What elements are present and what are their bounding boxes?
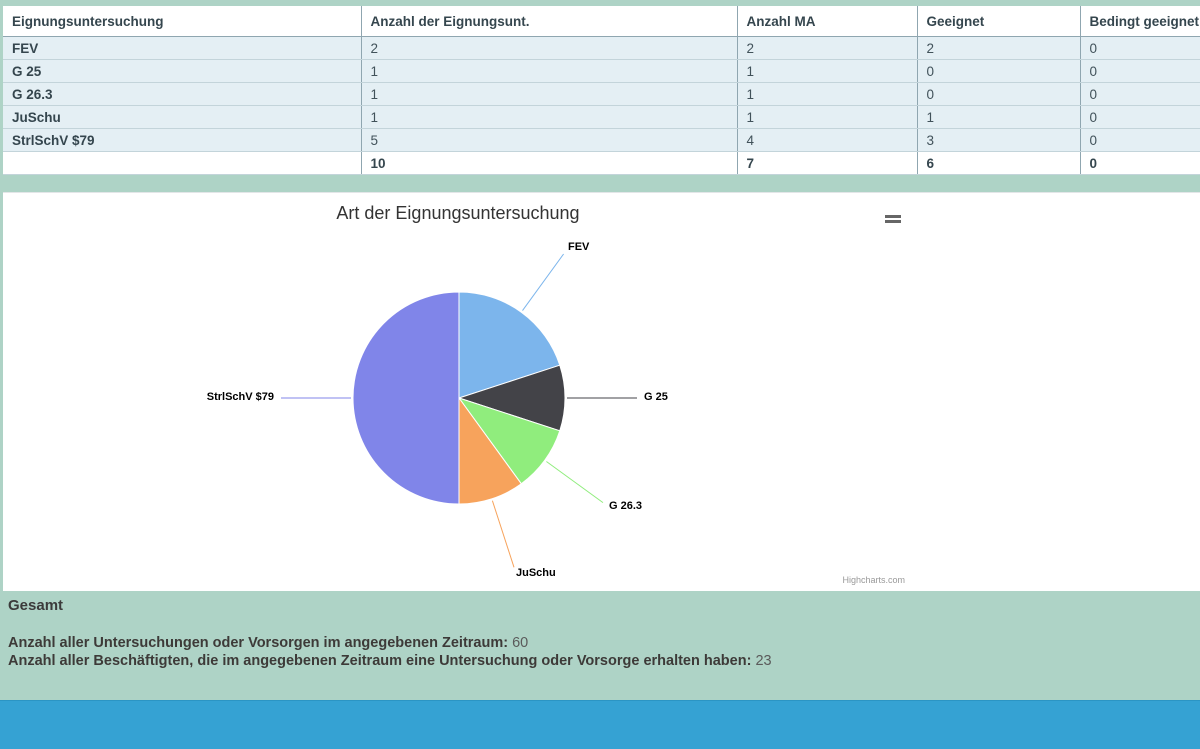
summary-line-label: Anzahl aller Untersuchungen oder Vorsorg… bbox=[8, 635, 513, 651]
value-cell: 10 bbox=[361, 151, 738, 175]
table-row: StrlSchV $79 5 4 3 0 bbox=[3, 128, 1200, 152]
table-total-row: 10 7 6 0 bbox=[3, 151, 1200, 175]
summary-section: Gesamt Anzahl aller Untersuchungen oder … bbox=[0, 590, 1200, 700]
table-row: G 25 1 1 0 0 bbox=[3, 59, 1200, 83]
pie-slice-label: G 26.3 bbox=[609, 500, 643, 512]
value-cell: 0 bbox=[917, 59, 1081, 83]
value-cell: 0 bbox=[1080, 151, 1200, 175]
value-cell: 3 bbox=[917, 128, 1081, 152]
table-row: FEV 2 2 2 0 bbox=[3, 36, 1200, 60]
value-cell: 5 bbox=[361, 128, 738, 152]
value-cell: 2 bbox=[917, 36, 1081, 60]
highcharts-container: Art der Eignungsuntersuchung FEV G 25 G 26… bbox=[3, 193, 913, 591]
table-header-row: Eignungsuntersuchung Anzahl der Eignungsu… bbox=[3, 6, 1200, 37]
column-header: Bedingt geeignet bbox=[1080, 6, 1200, 37]
column-header: Anzahl der Eignungsunt. bbox=[361, 6, 738, 37]
results-table-wrap: Eignungsuntersuchung Anzahl der Eignungsu… bbox=[3, 6, 1200, 175]
pie-label-connector bbox=[522, 253, 565, 311]
value-cell: 1 bbox=[917, 105, 1081, 129]
column-header: Eignungsuntersuchung bbox=[3, 6, 362, 37]
value-cell: 7 bbox=[737, 151, 918, 175]
hamburger-icon bbox=[885, 215, 901, 218]
summary-line-label: Anzahl aller Beschäftigten, die im angeg… bbox=[8, 652, 756, 669]
pie-label-connector bbox=[491, 500, 515, 568]
value-cell: 1 bbox=[737, 105, 918, 129]
value-cell: 1 bbox=[361, 82, 738, 106]
results-table: Eignungsuntersuchung Anzahl der Eignungsu… bbox=[3, 6, 1200, 175]
summary-line: Anzahl aller Untersuchungen oder Vorsorg… bbox=[8, 635, 1200, 653]
value-cell: 0 bbox=[1080, 59, 1200, 83]
table-row: G 26.3 1 1 0 0 bbox=[3, 82, 1200, 106]
row-label-cell bbox=[3, 151, 362, 175]
value-cell: 2 bbox=[361, 36, 738, 60]
value-cell: 1 bbox=[361, 105, 738, 129]
value-cell: 0 bbox=[1080, 128, 1200, 152]
pie-slice-label: JuSchu bbox=[516, 567, 556, 579]
row-label-cell: G 25 bbox=[3, 59, 362, 83]
value-cell: 2 bbox=[737, 36, 918, 60]
value-cell: 6 bbox=[917, 151, 1081, 175]
hamburger-icon bbox=[885, 220, 901, 223]
summary-line-value: 60 bbox=[512, 635, 529, 651]
value-cell: 0 bbox=[917, 82, 1081, 106]
value-cell: 1 bbox=[361, 59, 738, 83]
value-cell: 4 bbox=[737, 128, 918, 152]
chart-title: Art der Eignungsuntersuchung bbox=[336, 203, 580, 223]
row-label-cell: FEV bbox=[3, 36, 362, 60]
value-cell: 1 bbox=[737, 82, 918, 106]
column-header: Anzahl MA bbox=[737, 6, 918, 37]
page: Eignungsuntersuchung Anzahl der Eignungsu… bbox=[0, 6, 1200, 749]
value-cell: 0 bbox=[1080, 82, 1200, 106]
pie-chart bbox=[281, 253, 637, 568]
summary-heading: Gesamt bbox=[8, 597, 64, 614]
footer-bar bbox=[0, 700, 1200, 749]
row-label-cell: JuSchu bbox=[3, 105, 362, 129]
pie-slice-label: StrlSchV $79 bbox=[206, 391, 274, 403]
summary-line: Anzahl aller Beschäftigten, die im angeg… bbox=[8, 653, 1200, 671]
pie-slice-fev[interactable] bbox=[458, 291, 561, 399]
row-label-cell: G 26.3 bbox=[3, 82, 362, 106]
value-cell: 0 bbox=[1080, 105, 1200, 129]
value-cell: 1 bbox=[737, 59, 918, 83]
pie-slice-label: FEV bbox=[568, 241, 590, 253]
value-cell: 0 bbox=[1080, 36, 1200, 60]
row-label-cell: StrlSchV $79 bbox=[3, 128, 362, 152]
chart-panel: Art der Eignungsuntersuchung FEV G 25 G 26… bbox=[3, 192, 1200, 591]
pie-label-connector bbox=[546, 461, 604, 504]
pie-slice-strlschv-79[interactable] bbox=[352, 291, 460, 505]
summary-line-value: 23 bbox=[755, 652, 772, 669]
highcharts-credits-link[interactable]: Highcharts.com bbox=[842, 575, 905, 585]
pie-slice-label: G 25 bbox=[644, 391, 668, 403]
table-row: JuSchu 1 1 1 0 bbox=[3, 105, 1200, 129]
column-header: Geeignet bbox=[917, 6, 1081, 37]
chart-context-menu-button[interactable] bbox=[881, 209, 905, 231]
